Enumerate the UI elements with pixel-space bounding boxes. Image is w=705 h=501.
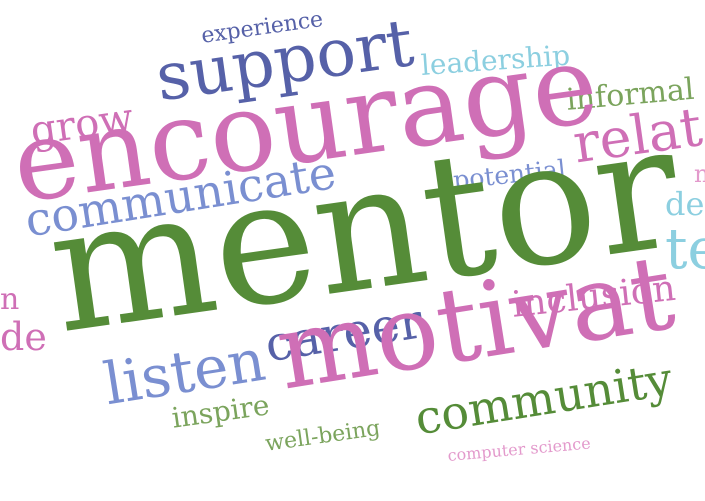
word-computer-science: computer science (446, 433, 592, 465)
word-te: te (665, 217, 705, 282)
word-well-being: well-being (263, 415, 382, 457)
word-de-left: de (0, 315, 47, 359)
word-n-left: n (0, 282, 20, 317)
word-n-right: n (694, 160, 705, 188)
word-de-right: de (665, 185, 705, 223)
